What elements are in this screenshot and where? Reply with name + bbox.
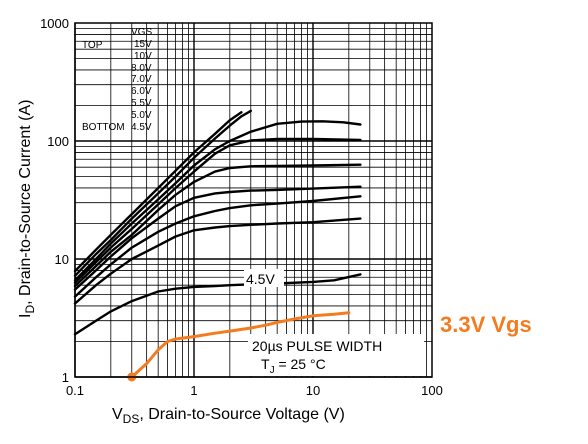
pulse-width-note: 20µs PULSE WIDTH xyxy=(252,338,382,354)
series-line xyxy=(73,273,362,336)
x-axis-label-main: V xyxy=(112,406,123,423)
series-line xyxy=(73,217,362,305)
x-tick-label: 0.1 xyxy=(66,383,84,398)
x-tick-label: 1 xyxy=(190,383,197,398)
x-axis-label-sub: DS xyxy=(123,412,140,426)
legend-entry: 10V xyxy=(134,51,152,62)
legend: TOP VGS 15V 10V 8.0V 7.0V 6.0V 5.5V 5.0V… xyxy=(82,27,152,133)
x-axis-label-rest: , Drain-to-Source Voltage (V) xyxy=(139,406,344,423)
legend-bottom-label: BOTTOM xyxy=(82,122,125,133)
y-tick-label: 100 xyxy=(47,134,69,149)
series-line xyxy=(73,185,362,291)
x-tick-label: 10 xyxy=(306,383,320,398)
series-layer xyxy=(73,109,362,382)
x-tick-label: 100 xyxy=(421,383,443,398)
junction-temp-note: TJ = 25 °C xyxy=(261,356,326,376)
note-backdrop xyxy=(248,334,424,376)
series-line xyxy=(73,195,362,298)
legend-header: VGS xyxy=(131,27,152,38)
legend-entry: 6.0V xyxy=(131,86,152,97)
curve-label-4.5v: 4.5V xyxy=(246,271,275,287)
y-tick-label: 1000 xyxy=(40,16,69,31)
x-axis-label: VDS, Drain-to-Source Voltage (V) xyxy=(112,406,345,426)
legend-top-label: TOP xyxy=(82,40,103,51)
curve-label-backdrop xyxy=(244,269,284,287)
series-line-3.3v xyxy=(130,311,351,379)
legend-entry: 15V xyxy=(134,39,152,50)
series-line xyxy=(73,111,243,273)
series-line xyxy=(73,109,253,277)
y-tick-label: 1 xyxy=(62,370,69,385)
overlay-3.3v-label: 3.3V Vgs xyxy=(440,312,532,337)
legend-entry: 5.0V xyxy=(131,110,152,121)
y-axis-label-main: I xyxy=(17,314,34,318)
y-axis-label-rest: , Drain-to-Source Current (A) xyxy=(17,99,34,304)
legend-entry: 5.5V xyxy=(131,98,152,109)
tj-rest: = 25 °C xyxy=(275,356,326,372)
legend-entry: 4.5V xyxy=(131,122,152,133)
legend-entry: 8.0V xyxy=(131,63,152,74)
tj-main: T xyxy=(261,356,270,372)
series-line xyxy=(73,163,362,288)
y-axis-label-sub: D xyxy=(23,305,37,314)
series-line xyxy=(73,120,362,282)
y-tick-label: 10 xyxy=(55,252,69,267)
y-axis-label: ID, Drain-to-Source Current (A) xyxy=(17,99,37,318)
series-line xyxy=(73,137,362,284)
tj-sub: J xyxy=(270,365,275,376)
plot-frame xyxy=(74,22,433,378)
legend-entry: 7.0V xyxy=(131,74,152,85)
